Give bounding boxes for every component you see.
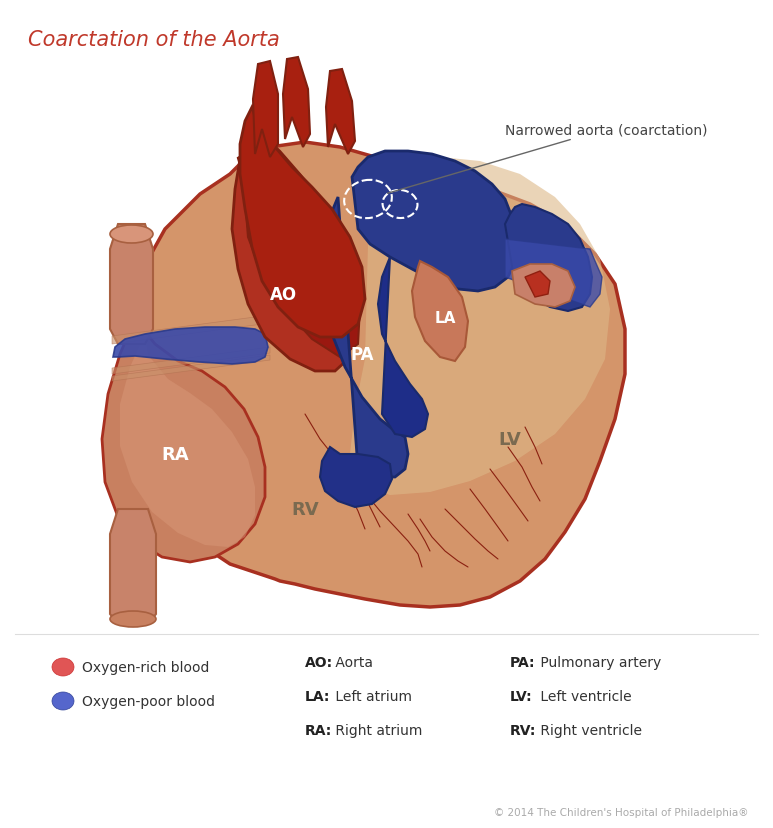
Polygon shape bbox=[505, 205, 592, 311]
Text: Pulmonary artery: Pulmonary artery bbox=[536, 655, 661, 669]
Polygon shape bbox=[283, 58, 310, 148]
Text: RA:: RA: bbox=[305, 723, 332, 737]
Polygon shape bbox=[110, 224, 153, 344]
Text: Left ventricle: Left ventricle bbox=[536, 689, 632, 703]
Ellipse shape bbox=[52, 692, 74, 710]
Polygon shape bbox=[378, 258, 428, 437]
Text: Aorta: Aorta bbox=[331, 655, 373, 669]
Polygon shape bbox=[102, 320, 265, 562]
Text: Narrowed aorta (coarctation): Narrowed aorta (coarctation) bbox=[388, 123, 707, 194]
Polygon shape bbox=[232, 158, 352, 372]
Polygon shape bbox=[322, 198, 408, 478]
Polygon shape bbox=[112, 315, 270, 344]
Text: LV:: LV: bbox=[510, 689, 533, 703]
Polygon shape bbox=[112, 348, 270, 374]
Text: Right ventricle: Right ventricle bbox=[536, 723, 642, 737]
Polygon shape bbox=[113, 328, 268, 364]
Polygon shape bbox=[130, 142, 625, 607]
Polygon shape bbox=[525, 272, 550, 297]
Polygon shape bbox=[512, 265, 575, 308]
Text: LA:: LA: bbox=[305, 689, 330, 703]
Ellipse shape bbox=[52, 658, 74, 676]
Polygon shape bbox=[326, 70, 355, 155]
Polygon shape bbox=[120, 335, 255, 547]
Text: RV: RV bbox=[291, 500, 318, 518]
Polygon shape bbox=[352, 152, 515, 291]
Text: RV:: RV: bbox=[510, 723, 536, 737]
Polygon shape bbox=[110, 509, 156, 624]
Text: RA: RA bbox=[162, 445, 189, 464]
Ellipse shape bbox=[110, 611, 156, 628]
Polygon shape bbox=[350, 158, 610, 495]
Text: LA: LA bbox=[434, 310, 456, 325]
Text: Left atrium: Left atrium bbox=[331, 689, 412, 703]
Ellipse shape bbox=[110, 226, 153, 243]
Text: © 2014 The Children's Hospital of Philadelphia®: © 2014 The Children's Hospital of Philad… bbox=[493, 807, 748, 817]
Polygon shape bbox=[245, 125, 360, 358]
Text: PA: PA bbox=[350, 345, 374, 363]
Polygon shape bbox=[240, 108, 365, 338]
Text: LV: LV bbox=[499, 431, 521, 449]
Polygon shape bbox=[253, 62, 278, 158]
Text: AO: AO bbox=[270, 286, 297, 304]
Text: PA:: PA: bbox=[510, 655, 536, 669]
Polygon shape bbox=[112, 355, 270, 382]
Text: Oxygen-poor blood: Oxygen-poor blood bbox=[82, 694, 215, 708]
Text: AO:: AO: bbox=[305, 655, 333, 669]
Polygon shape bbox=[505, 240, 602, 308]
Text: Right atrium: Right atrium bbox=[331, 723, 422, 737]
Polygon shape bbox=[320, 447, 392, 508]
Text: Coarctation of the Aorta: Coarctation of the Aorta bbox=[28, 30, 280, 50]
Polygon shape bbox=[412, 262, 468, 362]
Text: Oxygen-rich blood: Oxygen-rich blood bbox=[82, 660, 209, 674]
